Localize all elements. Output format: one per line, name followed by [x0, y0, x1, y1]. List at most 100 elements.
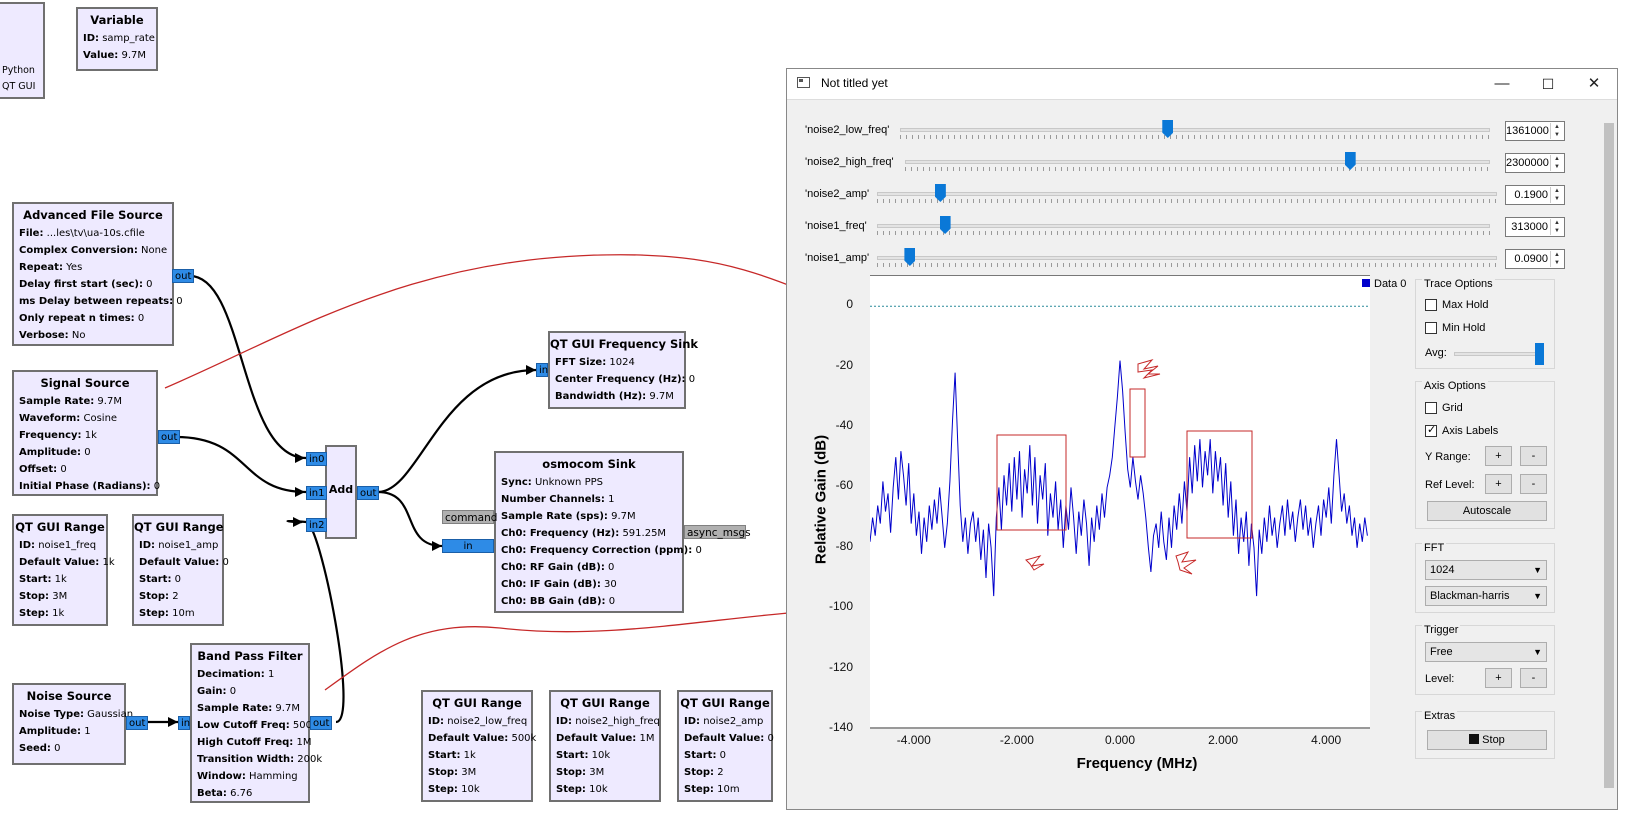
avg-slider-handle[interactable]: [1535, 343, 1544, 365]
slider-value: 313000: [1511, 221, 1548, 233]
port-osmosink-command[interactable]: command: [442, 510, 497, 524]
port-add-in1[interactable]: in1: [306, 486, 328, 500]
slider-handle[interactable]: [1162, 120, 1174, 138]
autoscale-button[interactable]: Autoscale: [1427, 501, 1547, 521]
param-key: ID:: [684, 716, 701, 727]
param-key: Stop:: [556, 767, 587, 778]
param-key: FFT Size:: [555, 357, 607, 368]
slider-ticks: [877, 199, 1497, 203]
slider-handle[interactable]: [1344, 152, 1356, 170]
axis-labels-box[interactable]: ✓: [1425, 424, 1437, 437]
param-value: 1: [84, 726, 91, 737]
block-title: QT GUI Range: [680, 696, 770, 710]
port-bpf-out[interactable]: out: [310, 716, 333, 730]
window-titlebar[interactable]: Not titled yet — ☐ ✕: [787, 69, 1617, 100]
block-param: Ch0: Frequency (Hz): 591.25M: [496, 525, 682, 542]
port-noise-out[interactable]: out: [126, 716, 149, 730]
slider-value-spinbox[interactable]: 1361000 ▲ ▼: [1505, 121, 1565, 141]
avg-slider[interactable]: [1454, 352, 1544, 356]
band-pass-filter-block[interactable]: Band Pass Filter Decimation: 1 Gain: 0 Samp…: [190, 643, 322, 803]
qt-gui-range-noise2-amp-block[interactable]: QT GUI Range ID: noise2_amp Default Value:…: [677, 690, 774, 802]
avg-label: Avg:: [1425, 347, 1447, 359]
slider-track[interactable]: [877, 192, 1497, 196]
slider-value-spinbox[interactable]: 0.1900 ▲ ▼: [1505, 185, 1565, 205]
param-key: Default Value:: [139, 557, 220, 568]
window-scrollbar[interactable]: [1603, 113, 1615, 803]
block-param: Frequency: 1k: [14, 427, 156, 444]
param-key: Window:: [197, 771, 246, 782]
port-filesource-out[interactable]: out: [172, 269, 195, 283]
spin-arrows-icon[interactable]: ▲ ▼: [1550, 187, 1563, 203]
legend-swatch: [1362, 279, 1370, 287]
frequency-plot[interactable]: 0 -20 -40 -60 -80 -100 -120 -140 -4.000 -2.000 0.…: [787, 69, 1406, 811]
slider-value-spinbox[interactable]: 2300000 ▲ ▼: [1505, 153, 1565, 173]
ref-level-plus-button[interactable]: +: [1485, 474, 1512, 494]
slider-track[interactable]: [877, 256, 1497, 260]
advanced-file-source-block[interactable]: Advanced File Source File: ...les\tv\ua-1…: [12, 202, 183, 346]
slider-handle[interactable]: [934, 184, 946, 202]
param-key: Sample Rate:: [197, 703, 273, 714]
param-key: Stop:: [139, 591, 170, 602]
port-bpf-in[interactable]: in: [178, 716, 190, 730]
spin-arrows-icon[interactable]: ▲ ▼: [1550, 155, 1563, 171]
qt-gui-range-noise1-amp-block[interactable]: QT GUI Range ID: noise1_amp Default Value:…: [132, 514, 229, 626]
port-add-out[interactable]: out: [357, 486, 380, 500]
slider-value-spinbox[interactable]: 313000 ▲ ▼: [1505, 217, 1565, 237]
fft-group: FFT 1024 ▼ Blackman-harris ▼: [1415, 542, 1555, 613]
spin-arrows-icon[interactable]: ▲ ▼: [1550, 219, 1563, 235]
variable-block[interactable]: Variable ID: samp_rate Value: 9.7M: [76, 7, 158, 71]
slider-track[interactable]: [905, 160, 1490, 164]
noise-source-block[interactable]: Noise Source Noise Type: Gaussian Amplitud…: [12, 683, 133, 765]
spin-arrows-icon[interactable]: ▲ ▼: [1550, 251, 1563, 267]
add-block[interactable]: Add: [325, 445, 357, 539]
param-key: Gain:: [197, 686, 227, 697]
qt-gui-window[interactable]: Not titled yet — ☐ ✕ 'noise2_low_freq' 13…: [786, 68, 1618, 810]
max-hold-checkbox[interactable]: Max Hold: [1425, 298, 1488, 314]
minimize-button[interactable]: —: [1494, 75, 1510, 92]
spin-arrows-icon[interactable]: ▲ ▼: [1550, 123, 1563, 139]
block-param: Default Value: 500k: [423, 730, 536, 747]
maximize-button[interactable]: ☐: [1541, 76, 1555, 92]
port-freqsink-in[interactable]: in: [536, 363, 548, 377]
port-add-in2[interactable]: in2: [306, 518, 328, 532]
fft-window-select[interactable]: Blackman-harris ▼: [1425, 586, 1547, 606]
port-add-in0[interactable]: in0: [306, 452, 328, 466]
options-line1: Python: [2, 65, 35, 76]
trigger-level-plus-button[interactable]: +: [1485, 668, 1512, 688]
port-osmosink-in[interactable]: in: [442, 539, 494, 553]
min-hold-box[interactable]: [1425, 322, 1437, 334]
port-osmosink-async-msgs[interactable]: async_msgs: [684, 525, 751, 539]
fft-size-select[interactable]: 1024 ▼: [1425, 560, 1547, 580]
slider-track[interactable]: [900, 128, 1490, 132]
plot-canvas[interactable]: [870, 275, 1370, 729]
slider-track[interactable]: [877, 224, 1490, 228]
max-hold-box[interactable]: [1425, 299, 1437, 311]
axis-labels-checkbox[interactable]: ✓ Axis Labels: [1425, 424, 1498, 440]
grid-checkbox[interactable]: Grid: [1425, 401, 1463, 417]
min-hold-checkbox[interactable]: Min Hold: [1425, 321, 1485, 337]
block-param: Bandwidth (Hz): 9.7M: [550, 388, 684, 405]
options-block[interactable]: Python QT GUI: [0, 2, 45, 99]
port-signalsource-out[interactable]: out: [158, 430, 181, 444]
trigger-mode-select[interactable]: Free ▼: [1425, 642, 1547, 662]
qt-gui-range-noise1-freq-block[interactable]: QT GUI Range ID: noise1_freq Default Value…: [12, 514, 115, 626]
block-param: Center Frequency (Hz): 0: [550, 371, 695, 388]
qt-gui-range-noise2-high-freq-block[interactable]: QT GUI Range ID: noise2_high_freq Default …: [549, 690, 661, 802]
ref-level-minus-button[interactable]: -: [1520, 474, 1547, 494]
close-button[interactable]: ✕: [1587, 75, 1601, 92]
signal-source-block[interactable]: Signal Source Sample Rate: 9.7M Waveform: …: [12, 370, 160, 496]
qt-gui-frequency-sink-block[interactable]: QT GUI Frequency Sink FFT Size: 1024 Cente…: [548, 331, 698, 409]
stop-button[interactable]: Stop: [1427, 730, 1547, 750]
y-range-plus-button[interactable]: +: [1485, 446, 1512, 466]
slider-handle[interactable]: [904, 248, 916, 266]
scrollbar-thumb[interactable]: [1604, 123, 1614, 788]
block-title: Signal Source: [40, 376, 130, 390]
param-key: Start:: [139, 574, 172, 585]
qt-gui-range-noise2-low-freq-block[interactable]: QT GUI Range ID: noise2_low_freq Default V…: [421, 690, 536, 802]
y-range-minus-button[interactable]: -: [1520, 446, 1547, 466]
osmocom-sink-block[interactable]: osmocom Sink Sync: Unknown PPS Number Chan…: [494, 451, 702, 613]
slider-value-spinbox[interactable]: 0.0900 ▲ ▼: [1505, 249, 1565, 269]
grid-box[interactable]: [1425, 402, 1437, 414]
slider-handle[interactable]: [939, 216, 951, 234]
trigger-level-minus-button[interactable]: -: [1520, 668, 1547, 688]
